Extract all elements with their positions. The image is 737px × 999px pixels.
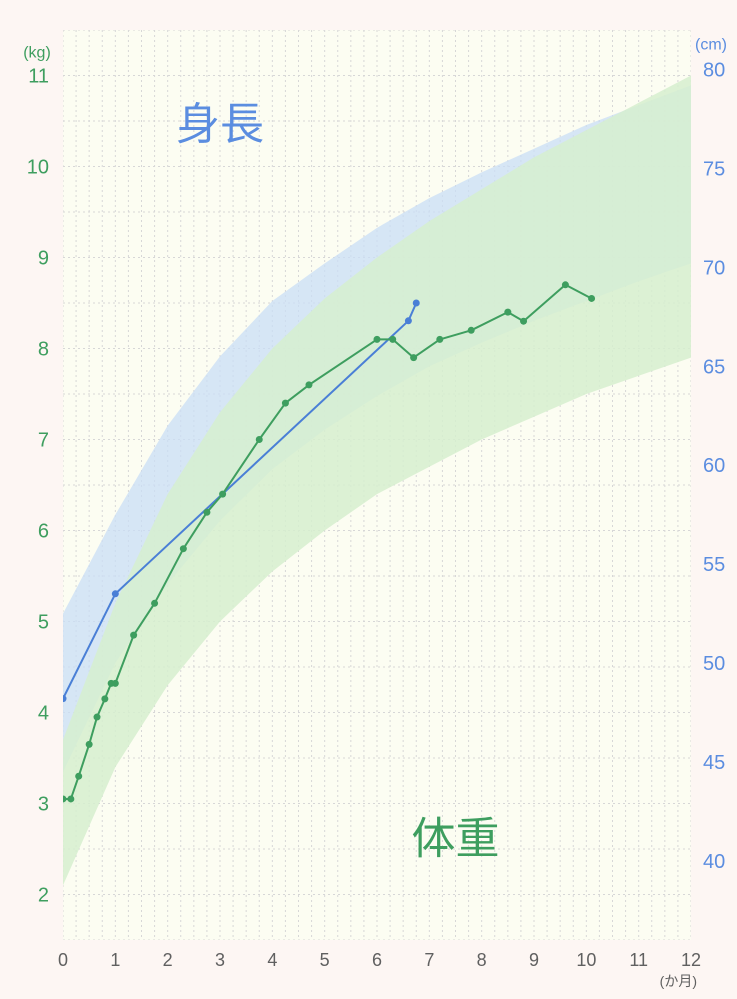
weight-marker [436, 336, 443, 343]
y-right-tick: 65 [703, 356, 725, 378]
weight-marker [130, 632, 137, 639]
weight-marker [151, 600, 158, 607]
y-left-tick: 6 [38, 521, 49, 543]
weight-marker [180, 545, 187, 552]
y-right-tick: 80 [703, 60, 725, 82]
height-marker [413, 300, 420, 307]
x-tick: 3 [215, 950, 225, 970]
weight-marker [389, 336, 396, 343]
height-marker [405, 317, 412, 324]
y-right-tick: 60 [703, 455, 725, 477]
x-tick: 9 [529, 950, 539, 970]
x-tick: 10 [576, 950, 596, 970]
weight-marker [282, 400, 289, 407]
x-tick: 4 [267, 950, 277, 970]
weight-marker [219, 491, 226, 498]
x-tick: 0 [58, 950, 68, 970]
weight-marker [588, 295, 595, 302]
height-marker [112, 590, 119, 597]
weight-marker [256, 436, 263, 443]
x-tick: 7 [424, 950, 434, 970]
weight-marker [520, 318, 527, 325]
x-tick: 11 [629, 950, 648, 970]
growth-chart: 身長体重234567891011(kg)404550556065707580(c… [0, 0, 737, 999]
y-left-tick: 5 [38, 612, 49, 634]
weight-marker [60, 795, 67, 802]
x-tick: 5 [320, 950, 330, 970]
y-right-tick: 70 [703, 257, 725, 279]
weight-marker [94, 714, 101, 721]
x-tick: 8 [477, 950, 487, 970]
y-left-tick: 10 [27, 157, 49, 179]
height-marker [60, 695, 67, 702]
weight-marker [468, 327, 475, 334]
weight-marker [374, 336, 381, 343]
y-left-unit: (kg) [23, 45, 51, 62]
x-axis-label: (か月) [660, 973, 697, 989]
weight-marker [305, 381, 312, 388]
y-right-tick: 75 [703, 158, 725, 180]
y-left-tick: 11 [28, 66, 49, 88]
weight-marker [562, 281, 569, 288]
x-tick: 1 [110, 950, 120, 970]
weight-marker [112, 680, 119, 687]
weight-marker [101, 695, 108, 702]
weight-marker [410, 354, 417, 361]
y-right-tick: 45 [703, 752, 725, 774]
chart-svg: 身長体重234567891011(kg)404550556065707580(c… [0, 0, 737, 999]
y-left-tick: 2 [38, 885, 49, 907]
y-right-tick: 50 [703, 653, 725, 675]
y-left-tick: 9 [38, 248, 49, 270]
x-tick: 6 [372, 950, 382, 970]
weight-marker [203, 509, 210, 516]
weight-marker [67, 795, 74, 802]
weight-marker [504, 309, 511, 316]
weight-marker [86, 741, 93, 748]
x-tick: 2 [163, 950, 173, 970]
y-left-tick: 4 [38, 703, 49, 725]
y-left-tick: 7 [38, 430, 49, 452]
y-right-tick: 55 [703, 554, 725, 576]
y-right-tick: 40 [703, 851, 725, 873]
y-left-tick: 3 [38, 794, 49, 816]
y-right-unit: (cm) [695, 37, 727, 54]
height-label: 身長 [176, 100, 264, 149]
weight-marker [75, 773, 82, 780]
x-tick: 12 [681, 950, 701, 970]
weight-label: 体重 [412, 815, 500, 864]
y-left-tick: 8 [38, 339, 49, 361]
